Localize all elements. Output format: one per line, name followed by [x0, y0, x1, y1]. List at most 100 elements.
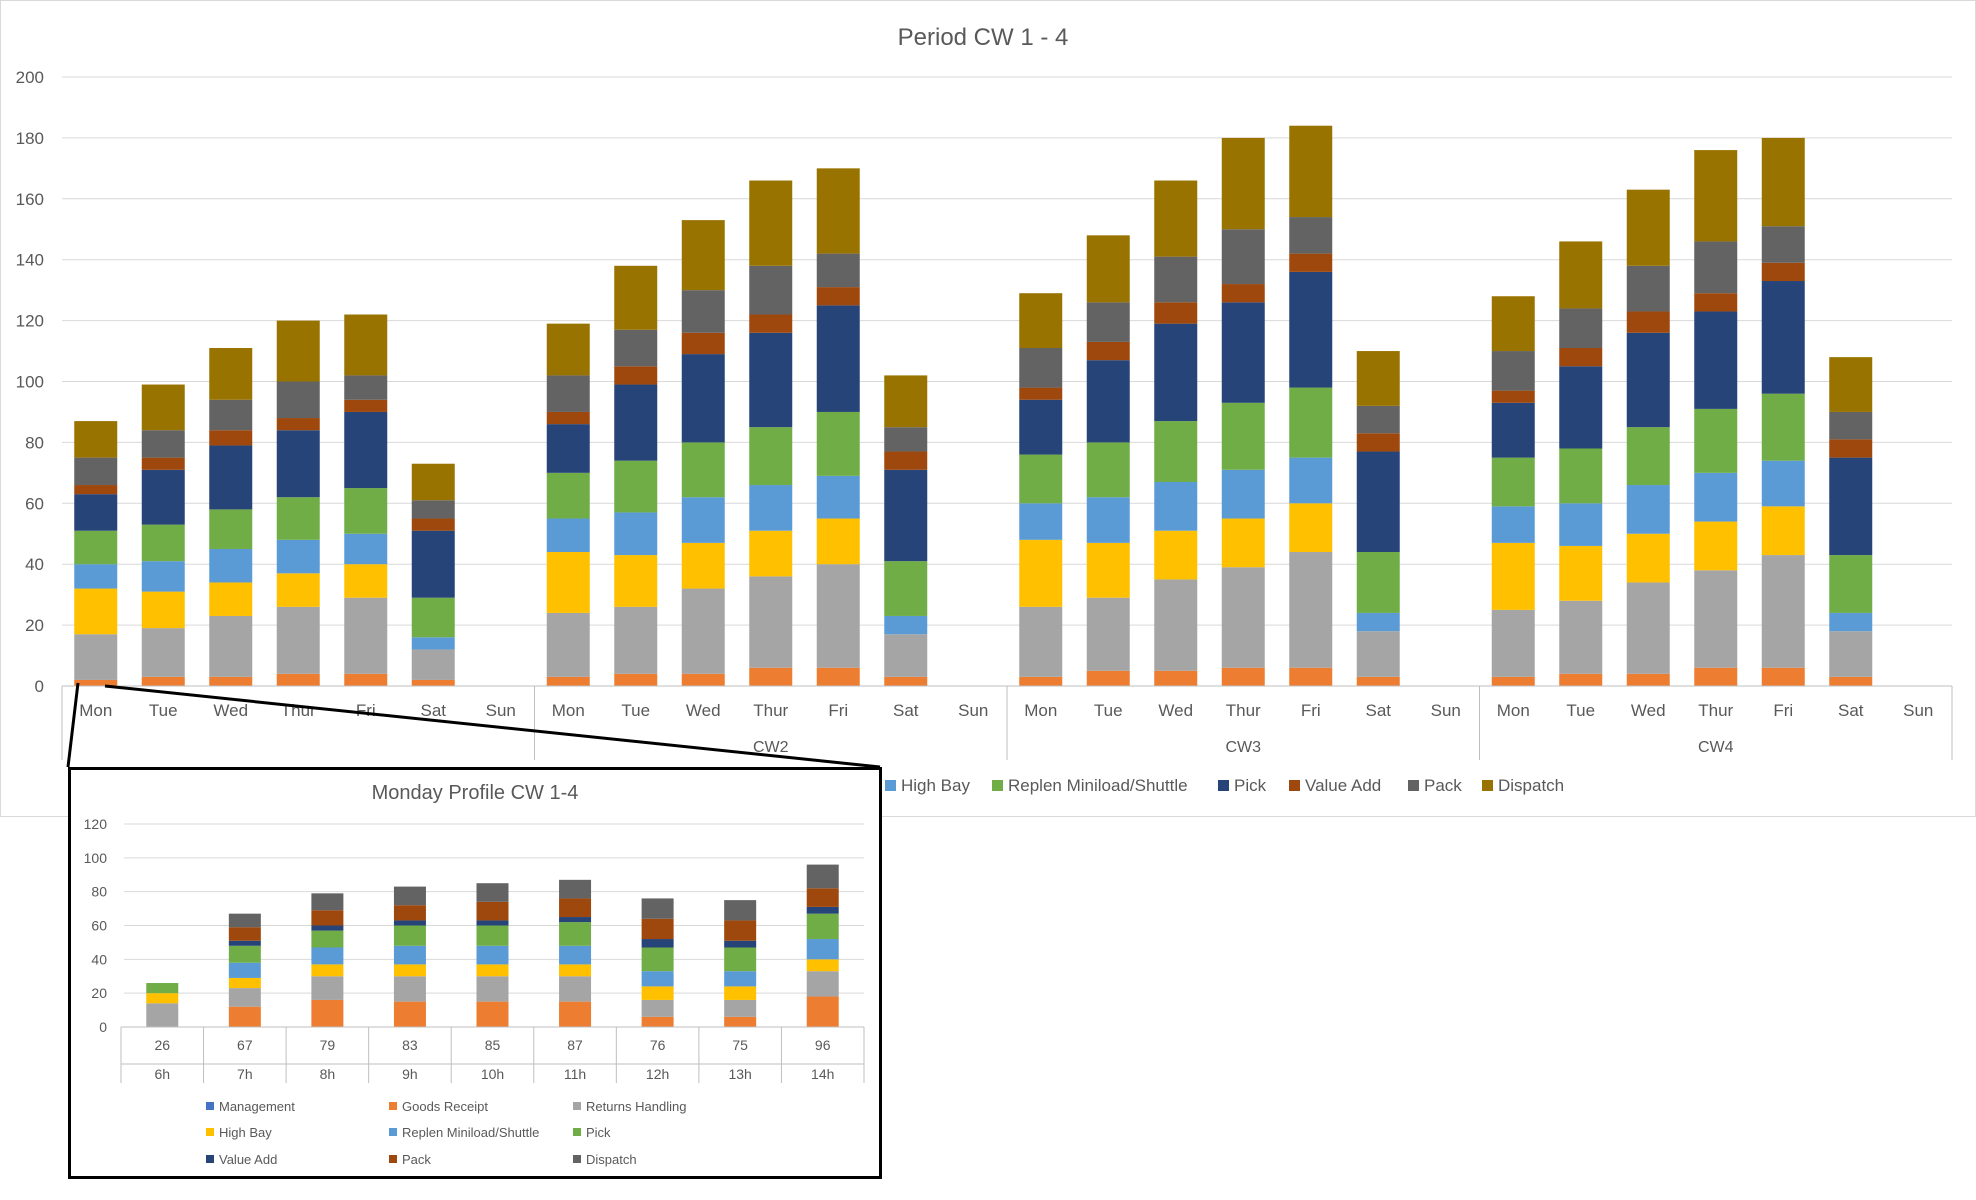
main-bar-segment — [344, 314, 388, 376]
main-bar-segment — [681, 442, 725, 498]
main-bar-segment — [74, 634, 118, 680]
main-bar-segment — [1019, 387, 1063, 400]
inset-bar-segment — [393, 1001, 426, 1027]
inset-bar-segment — [724, 900, 757, 921]
main-bar-segment — [546, 676, 590, 686]
main-bar-segment — [1829, 411, 1873, 440]
main-bar-segment — [344, 533, 388, 565]
main-y-tick-label: 180 — [16, 129, 44, 148]
main-legend-swatch — [1408, 780, 1419, 791]
main-bar-segment — [884, 615, 928, 635]
main-bar-segment — [1289, 667, 1333, 686]
main-bar-segment — [1694, 311, 1738, 409]
inset-total-label: 85 — [485, 1037, 501, 1053]
inset-bar-segment — [806, 996, 839, 1027]
main-bar-segment — [411, 597, 455, 638]
inset-legend-label: Value Add — [219, 1152, 277, 1167]
main-bar-segment — [546, 472, 590, 519]
inset-bar-segment — [311, 910, 344, 926]
main-bar-segment — [1694, 521, 1738, 571]
main-x-tick-label: Tue — [149, 701, 178, 720]
main-bar-segment — [749, 314, 793, 333]
main-bar-segment — [681, 220, 725, 291]
main-bar-segment — [74, 564, 118, 589]
main-bar-segment — [1491, 390, 1535, 403]
main-bar-segment — [1761, 226, 1805, 263]
inset-legend-label: Pick — [586, 1125, 611, 1140]
inset-bar-segment — [559, 1001, 592, 1027]
main-legend-swatch — [992, 780, 1003, 791]
main-bar-segment — [614, 460, 658, 513]
main-bar-segment — [681, 542, 725, 589]
main-bar-segment — [1829, 555, 1873, 613]
main-y-tick-label: 40 — [25, 555, 44, 574]
inset-total-label: 67 — [237, 1037, 253, 1053]
main-group-label: CW2 — [753, 739, 789, 756]
inset-x-tick-label: 13h — [728, 1066, 751, 1082]
main-bar-segment — [276, 539, 320, 574]
main-bar-segment — [1626, 265, 1670, 312]
main-x-tick-label: Thur — [1698, 701, 1733, 720]
main-bar-segment — [546, 518, 590, 553]
main-bar-segment — [276, 573, 320, 607]
main-bar-segment — [1694, 472, 1738, 522]
inset-bar-segment — [311, 925, 344, 931]
main-x-tick-label: Sat — [1365, 701, 1391, 720]
inset-bar-segment — [476, 925, 509, 946]
main-bar-segment — [1019, 454, 1063, 504]
inset-bar-segment — [228, 962, 261, 978]
inset-legend-swatch — [573, 1128, 581, 1136]
main-bar-segment — [209, 399, 253, 431]
inset-x-tick-label: 12h — [646, 1066, 669, 1082]
inset-total-label: 96 — [815, 1037, 831, 1053]
main-bar-segment — [209, 348, 253, 400]
main-bar-segment — [1289, 217, 1333, 254]
main-bar-segment — [1829, 439, 1873, 458]
main-bar-segment — [141, 469, 185, 525]
inset-bar-segment — [724, 940, 757, 948]
main-bar-segment — [1086, 542, 1130, 598]
main-bar-segment — [1289, 125, 1333, 218]
inset-x-tick-label: 8h — [320, 1066, 336, 1082]
inset-bar-segment — [228, 913, 261, 928]
main-bar-segment — [141, 676, 185, 686]
inset-total-label: 76 — [650, 1037, 666, 1053]
main-x-tick-label: Sat — [420, 701, 446, 720]
inset-bar-segment — [311, 976, 344, 1000]
main-bar-segment — [816, 475, 860, 519]
main-bar-segment — [1289, 271, 1333, 388]
main-bar-segment — [1694, 570, 1738, 668]
inset-bar-segment — [641, 986, 674, 1000]
main-bar-segment — [614, 329, 658, 367]
main-bar-segment — [1491, 506, 1535, 543]
inset-bar-segment — [806, 864, 839, 889]
main-bar-segment — [1019, 606, 1063, 677]
main-bar-segment — [1086, 442, 1130, 498]
inset-bar-segment — [559, 879, 592, 899]
main-bar-segment — [1154, 180, 1198, 257]
main-bar-segment — [1221, 469, 1265, 519]
main-bar-segment — [1829, 457, 1873, 556]
main-legend-swatch — [1289, 780, 1300, 791]
main-bar-segment — [1626, 582, 1670, 674]
main-bar-segment — [344, 673, 388, 686]
main-bar-segment — [1154, 421, 1198, 482]
inset-bar-segment — [641, 971, 674, 987]
main-bar-segment — [276, 320, 320, 382]
inset-bar-segment — [476, 976, 509, 1002]
inset-bar-segment — [559, 976, 592, 1002]
main-bar-segment — [1221, 137, 1265, 230]
main-bar-segment — [1761, 460, 1805, 507]
main-bar-segment — [1559, 348, 1603, 367]
main-bar-segment — [411, 500, 455, 519]
main-bar-segment — [1829, 612, 1873, 632]
main-bar-segment — [1626, 533, 1670, 583]
main-bar-segment — [884, 469, 928, 562]
main-bar-segment — [1694, 241, 1738, 294]
main-bar-segment — [74, 421, 118, 458]
inset-bar-segment — [806, 913, 839, 940]
main-bar-segment — [1559, 448, 1603, 504]
main-bar-segment — [884, 676, 928, 686]
inset-chart-frame — [68, 767, 882, 1179]
inset-bar-segment — [146, 993, 179, 1004]
